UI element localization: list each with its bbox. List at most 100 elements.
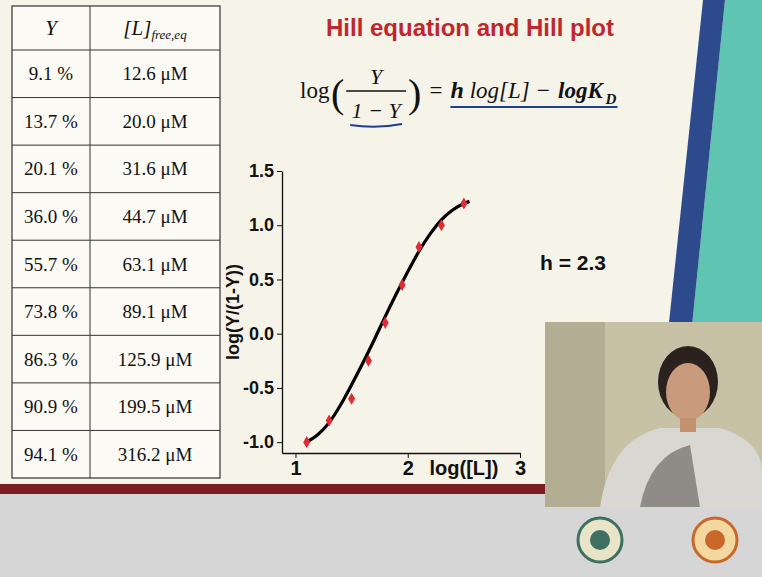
y-tick-label: -1.0 (243, 432, 274, 452)
x-tick-label: 1 (290, 457, 301, 479)
table-header: [L]free,eq (123, 16, 187, 42)
presenter-shawl (640, 445, 700, 507)
data-point (348, 393, 355, 405)
slide: Y [L]free,eq 9.1 % 12.6 μM 13.7 % 20.0 μM 20.1… (0, 0, 762, 577)
y-tick-mark (277, 334, 282, 335)
y-axis-line (282, 172, 283, 454)
table-cell: 31.6 μM (122, 158, 187, 179)
table-cell: 73.8 % (24, 301, 78, 322)
y-tick-mark (277, 225, 282, 226)
table-cell: 12.6 μM (122, 63, 187, 84)
equation-term: log[L] − (470, 78, 551, 103)
x-tick: 1 (290, 453, 301, 479)
equation-equals: = (429, 78, 442, 103)
hand-underline (450, 106, 617, 108)
table-cell: 199.5 μM (118, 396, 193, 417)
table-row-line (12, 50, 220, 51)
video-background (545, 322, 762, 507)
video-wall (545, 322, 605, 507)
equation-log: log (300, 78, 330, 103)
x-tick: 3 (515, 453, 526, 479)
annotation: h = 2.3 (540, 251, 606, 274)
table-row-line (12, 335, 220, 336)
hand-underline (350, 124, 402, 127)
table-column-line (90, 6, 91, 478)
table-header-sub: free,eq (151, 27, 187, 42)
y-tick: 1.5 (249, 161, 282, 181)
table-cell: 9.1 % (29, 63, 74, 84)
presenter-face (666, 363, 710, 421)
table-cell: 86.3 % (24, 349, 78, 370)
y-tick: 0.5 (249, 270, 282, 290)
table-row-line (12, 287, 220, 288)
x-axis-title: log([L]) (430, 457, 499, 479)
table-header-text: Y (45, 16, 59, 40)
equation-constant: logK (558, 78, 604, 103)
x-axis-line (283, 453, 521, 454)
equation-h: h (450, 77, 463, 103)
table-cell: 90.9 % (24, 396, 78, 417)
y-tick-label: 1.0 (249, 215, 274, 235)
table: Y [L]free,eq 9.1 % 12.6 μM 13.7 % 20.0 μM 20.1… (12, 6, 220, 478)
data-point (460, 198, 467, 210)
presenter-body (600, 428, 762, 507)
table-cell: 55.7 % (24, 254, 78, 275)
y-tick: 0.0 (249, 324, 282, 344)
y-axis: -1.0 -0.5 0.0 0.5 1.0 1.5 (243, 161, 283, 453)
x-tick-label: 2 (403, 457, 414, 479)
equation-paren: ) (408, 71, 421, 116)
x-tick: 2 (403, 453, 414, 479)
equation: log( Y 1 − Y) = h log[L] − logKD (300, 64, 617, 127)
data-point (438, 219, 445, 231)
y-axis-title: log(Y/(1-Y)) (223, 264, 243, 360)
table-cell: 13.7 % (24, 111, 78, 132)
equation-numerator: Y (370, 64, 385, 89)
table-header: Y (45, 16, 59, 40)
table-row-line (12, 97, 220, 98)
table-cell: 20.0 μM (122, 111, 187, 132)
y-tick: -1.0 (243, 432, 282, 452)
y-tick: -0.5 (243, 378, 282, 398)
table-row-line (12, 240, 220, 241)
slide-title: Hill equation and Hill plot (326, 14, 614, 41)
table-cell: 89.1 μM (122, 301, 187, 322)
y-tick-mark (277, 442, 282, 443)
table-cell: 125.9 μM (118, 349, 193, 370)
x-tick-label: 3 (515, 457, 526, 479)
logo-institute-core (590, 530, 610, 550)
table-cell: 36.0 % (24, 206, 78, 227)
data-point (415, 241, 422, 253)
table-row-line (12, 430, 220, 431)
data-point (326, 414, 333, 426)
table-cell: 63.1 μM (122, 254, 187, 275)
y-tick: 1.0 (249, 215, 282, 235)
table-cell: 20.1 % (24, 158, 78, 179)
logo-nptel (693, 518, 737, 562)
x-axis: 1 2 3 (283, 453, 527, 479)
y-tick-label: 1.5 (249, 161, 274, 181)
equation-constant-sub: D (604, 91, 616, 107)
y-tick-label: -0.5 (243, 378, 274, 398)
video-inset (545, 322, 762, 507)
table-cell: 44.7 μM (122, 206, 187, 227)
table-cell: 316.2 μM (118, 444, 193, 465)
table-row-line (12, 382, 220, 383)
table-cell: 94.1 % (24, 444, 78, 465)
y-tick-mark (277, 171, 282, 172)
table-header-text: [L] (123, 16, 151, 40)
table-row-line (12, 192, 220, 193)
equation-paren: ( (331, 71, 344, 116)
data-point (303, 436, 310, 448)
logo-institute (578, 518, 622, 562)
table-row-line (12, 145, 220, 146)
data-point (365, 355, 372, 367)
fit-curve (307, 201, 470, 442)
logo-nptel-core (705, 530, 725, 550)
y-tick-label: 0.0 (249, 324, 274, 344)
equation-denominator: 1 − Y (352, 98, 404, 123)
presenter-neck (680, 418, 696, 432)
y-tick-label: 0.5 (249, 270, 274, 290)
y-tick-mark (277, 279, 282, 280)
data-point (399, 279, 406, 291)
y-tick-mark (277, 388, 282, 389)
